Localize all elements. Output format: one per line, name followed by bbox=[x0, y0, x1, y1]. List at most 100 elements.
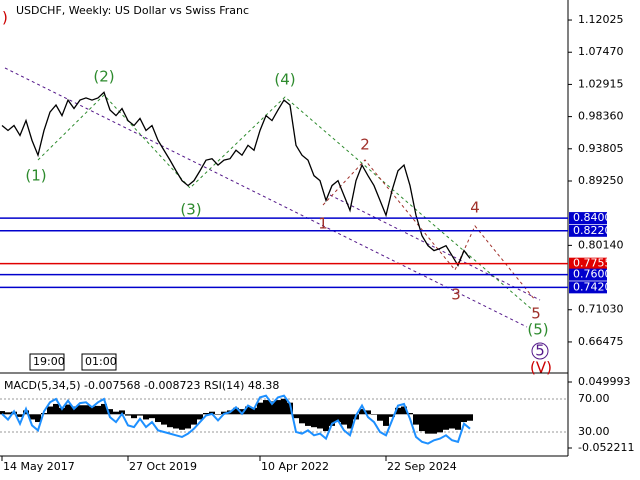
histogram-bar bbox=[0, 411, 5, 415]
histogram-bar bbox=[23, 410, 29, 415]
y-tick-label: -0.052211 bbox=[578, 441, 634, 454]
y-tick-label: 1.12025 bbox=[578, 13, 624, 26]
y-tick-label: 0.80140 bbox=[578, 238, 624, 251]
x-tick-label: 10 Apr 2022 bbox=[261, 460, 329, 473]
level-label: 0.74200 bbox=[573, 280, 619, 293]
histogram-bar bbox=[167, 414, 173, 428]
wave-label: (3) bbox=[180, 201, 201, 219]
histogram-bar bbox=[395, 407, 401, 415]
price-line bbox=[1, 91, 471, 267]
histogram-bar bbox=[311, 414, 317, 428]
wave-label: 4 bbox=[470, 199, 480, 217]
wave-label: 1 bbox=[318, 215, 328, 233]
histogram-bar bbox=[461, 414, 467, 423]
level-label-box bbox=[569, 268, 607, 281]
histogram-bar bbox=[365, 410, 371, 415]
level-label-box bbox=[569, 281, 607, 294]
histogram-bar bbox=[431, 414, 437, 434]
histogram-bar bbox=[233, 407, 239, 415]
histogram-bar bbox=[203, 412, 209, 415]
x-tick-label: 14 May 2017 bbox=[3, 460, 75, 473]
level-label: 0.82200 bbox=[573, 224, 619, 237]
histogram-bar bbox=[77, 405, 83, 415]
level-label: 0.76000 bbox=[573, 268, 619, 281]
histogram-bar bbox=[335, 414, 341, 423]
histogram-bar bbox=[245, 406, 251, 415]
histogram-bar bbox=[443, 414, 449, 430]
y-tick-label: 0.93805 bbox=[578, 142, 624, 155]
level-label-box bbox=[569, 224, 607, 237]
histogram-bar bbox=[113, 411, 119, 415]
wave-label: (1) bbox=[25, 167, 46, 185]
y-tick-label: 0.89250 bbox=[578, 174, 624, 187]
y-tick-label: 0.98360 bbox=[578, 110, 624, 123]
histogram-bar bbox=[101, 403, 107, 415]
histogram-bar bbox=[59, 407, 65, 415]
histogram-bar bbox=[347, 414, 353, 429]
wave-line bbox=[37, 94, 536, 313]
time-mark: 19:00 bbox=[33, 355, 65, 368]
histogram-bar bbox=[377, 414, 383, 421]
trend-line bbox=[4, 67, 528, 328]
histogram-bar bbox=[53, 403, 59, 415]
histogram-bar bbox=[263, 400, 269, 415]
histogram-bar bbox=[299, 414, 305, 424]
indicator-title: MACD(5,34,5) -0.007568 -0.008723 RSI(14)… bbox=[4, 379, 279, 392]
histogram-bar bbox=[83, 405, 89, 415]
histogram-bar bbox=[35, 414, 41, 423]
wave-circle bbox=[531, 342, 549, 360]
histogram-bar bbox=[149, 414, 155, 419]
wave-label: (5) bbox=[527, 321, 548, 339]
level-label-box bbox=[569, 257, 607, 270]
wave-label: (V) bbox=[530, 359, 552, 377]
histogram-bar bbox=[359, 409, 365, 415]
wave-label: 3 bbox=[451, 286, 461, 304]
histogram-bar bbox=[317, 414, 323, 429]
histogram-bar bbox=[341, 414, 347, 425]
y-tick-label: 1.07470 bbox=[578, 45, 624, 58]
time-mark-box bbox=[29, 353, 65, 371]
histogram-bar bbox=[185, 414, 191, 429]
chart-title: USDCHF, Weekly: US Dollar vs Swiss Franc bbox=[16, 4, 249, 17]
histogram-bar bbox=[95, 405, 101, 415]
histogram-bar bbox=[71, 406, 77, 415]
histogram-bar bbox=[437, 414, 443, 433]
level-label-box bbox=[569, 212, 607, 225]
wave-label: (2) bbox=[93, 68, 114, 86]
histogram-bar bbox=[371, 414, 377, 415]
histogram-bar bbox=[413, 414, 419, 425]
histogram-bar bbox=[239, 409, 245, 415]
y-tick-label: 0.66475 bbox=[578, 335, 624, 348]
histogram-bar bbox=[191, 414, 197, 425]
histogram-bar bbox=[251, 407, 257, 415]
histogram-bar bbox=[467, 414, 473, 421]
histogram-bar bbox=[449, 414, 455, 429]
histogram-bar bbox=[257, 402, 263, 415]
histogram-bar bbox=[131, 414, 137, 419]
histogram-bar bbox=[323, 414, 329, 432]
histogram-bar bbox=[269, 401, 275, 415]
wave-label: 5 bbox=[535, 342, 545, 360]
y2-tick-label: 30.00 bbox=[578, 425, 610, 438]
histogram-bar bbox=[275, 400, 281, 415]
x-tick-label: 22 Sep 2024 bbox=[387, 460, 457, 473]
time-mark: 01:00 bbox=[85, 355, 117, 368]
histogram-bar bbox=[419, 414, 425, 432]
time-mark-box bbox=[81, 353, 117, 371]
histogram-bar bbox=[293, 414, 299, 419]
histogram-bar bbox=[47, 406, 53, 415]
histogram-bar bbox=[329, 414, 335, 426]
histogram-bar bbox=[407, 412, 413, 415]
histogram-bar bbox=[161, 414, 167, 425]
wave-line bbox=[322, 159, 536, 301]
histogram-bar bbox=[65, 404, 71, 415]
level-label: 0.77550 bbox=[573, 257, 619, 270]
wave-label: ) bbox=[2, 9, 8, 27]
histogram-bar bbox=[179, 414, 185, 430]
wave-label: (4) bbox=[274, 71, 295, 89]
histogram-bar bbox=[383, 414, 389, 426]
histogram-bar bbox=[389, 414, 395, 417]
histogram-bar bbox=[173, 414, 179, 429]
